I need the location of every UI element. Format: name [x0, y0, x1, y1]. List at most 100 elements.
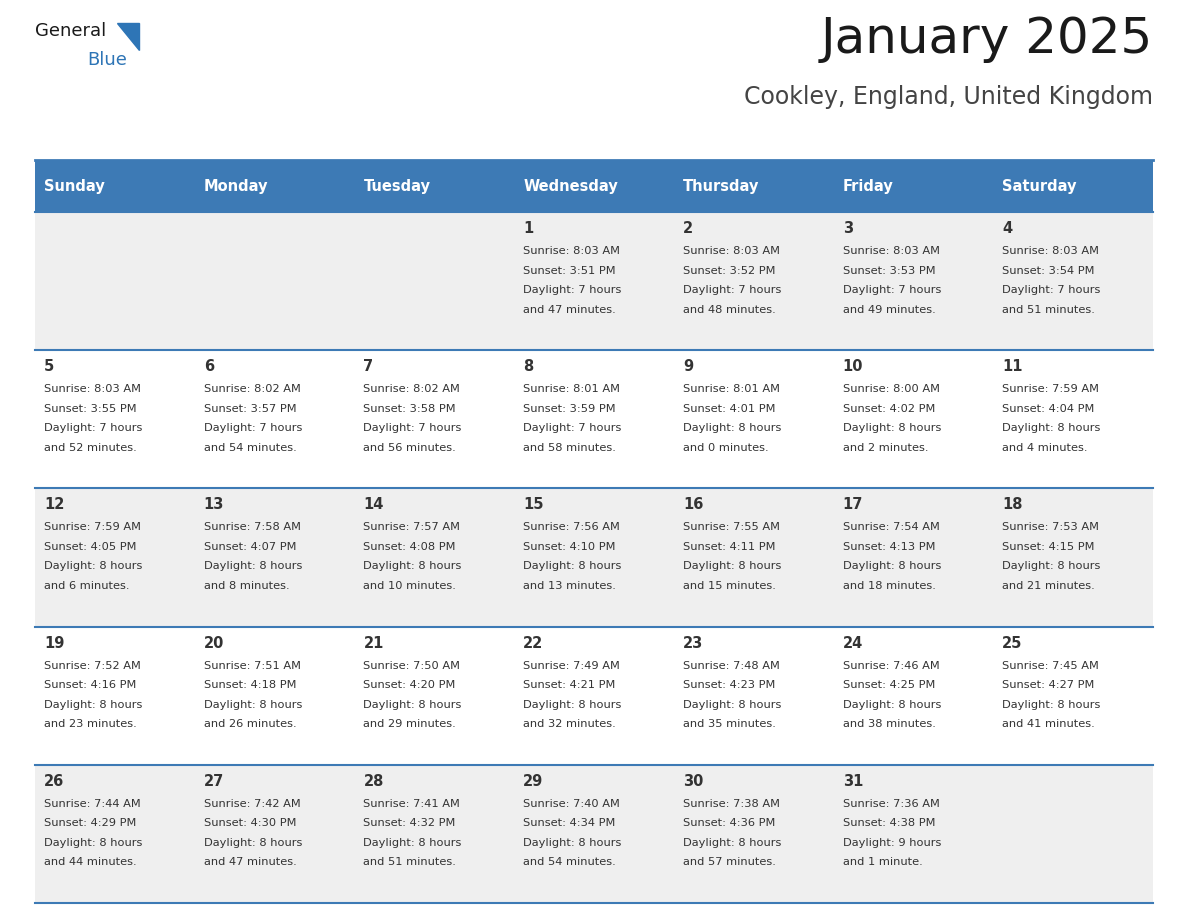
Text: Daylight: 7 hours: Daylight: 7 hours — [44, 423, 143, 433]
Text: 3: 3 — [842, 221, 853, 236]
Text: Sunday: Sunday — [44, 178, 105, 194]
Text: Sunset: 4:02 PM: Sunset: 4:02 PM — [842, 404, 935, 414]
Text: 13: 13 — [203, 498, 225, 512]
Text: Sunset: 4:30 PM: Sunset: 4:30 PM — [203, 818, 296, 828]
Polygon shape — [116, 23, 139, 50]
Text: 31: 31 — [842, 774, 862, 789]
Text: and 48 minutes.: and 48 minutes. — [683, 305, 776, 315]
Text: and 56 minutes.: and 56 minutes. — [364, 442, 456, 453]
Text: and 54 minutes.: and 54 minutes. — [523, 857, 615, 868]
Text: and 6 minutes.: and 6 minutes. — [44, 581, 129, 591]
Text: and 13 minutes.: and 13 minutes. — [523, 581, 617, 591]
Text: Sunset: 4:05 PM: Sunset: 4:05 PM — [44, 542, 137, 552]
Text: 1: 1 — [523, 221, 533, 236]
Text: Daylight: 7 hours: Daylight: 7 hours — [523, 285, 621, 295]
Text: Daylight: 8 hours: Daylight: 8 hours — [1003, 700, 1100, 710]
Text: Daylight: 8 hours: Daylight: 8 hours — [683, 700, 782, 710]
Text: Sunset: 4:23 PM: Sunset: 4:23 PM — [683, 680, 776, 690]
Text: and 35 minutes.: and 35 minutes. — [683, 719, 776, 729]
Text: and 41 minutes.: and 41 minutes. — [1003, 719, 1095, 729]
Text: 18: 18 — [1003, 498, 1023, 512]
Text: Daylight: 8 hours: Daylight: 8 hours — [44, 838, 143, 848]
Bar — [34, 350, 1154, 488]
Text: Daylight: 8 hours: Daylight: 8 hours — [44, 700, 143, 710]
Text: Sunrise: 8:03 AM: Sunrise: 8:03 AM — [1003, 246, 1099, 256]
Text: Daylight: 7 hours: Daylight: 7 hours — [203, 423, 302, 433]
Text: Sunrise: 7:52 AM: Sunrise: 7:52 AM — [44, 661, 141, 671]
Text: Tuesday: Tuesday — [364, 178, 430, 194]
Text: Thursday: Thursday — [683, 178, 759, 194]
Text: and 0 minutes.: and 0 minutes. — [683, 442, 769, 453]
Text: Sunrise: 7:41 AM: Sunrise: 7:41 AM — [364, 799, 460, 809]
Text: Sunset: 4:21 PM: Sunset: 4:21 PM — [523, 680, 615, 690]
Text: Daylight: 8 hours: Daylight: 8 hours — [842, 700, 941, 710]
Text: 29: 29 — [523, 774, 543, 789]
Text: Daylight: 8 hours: Daylight: 8 hours — [203, 562, 302, 571]
Text: Sunrise: 8:03 AM: Sunrise: 8:03 AM — [523, 246, 620, 256]
Text: and 21 minutes.: and 21 minutes. — [1003, 581, 1095, 591]
Text: Sunset: 4:01 PM: Sunset: 4:01 PM — [683, 404, 776, 414]
Text: Sunrise: 7:53 AM: Sunrise: 7:53 AM — [1003, 522, 1099, 532]
Text: 2: 2 — [683, 221, 693, 236]
Text: Sunset: 4:29 PM: Sunset: 4:29 PM — [44, 818, 137, 828]
Text: Daylight: 8 hours: Daylight: 8 hours — [523, 562, 621, 571]
Text: 19: 19 — [44, 635, 64, 651]
Text: Sunset: 4:04 PM: Sunset: 4:04 PM — [1003, 404, 1094, 414]
Bar — [34, 765, 1154, 903]
Text: 12: 12 — [44, 498, 64, 512]
Text: and 10 minutes.: and 10 minutes. — [364, 581, 456, 591]
Text: 11: 11 — [1003, 359, 1023, 375]
Text: Sunset: 3:54 PM: Sunset: 3:54 PM — [1003, 265, 1095, 275]
Text: Sunset: 3:58 PM: Sunset: 3:58 PM — [364, 404, 456, 414]
Text: Sunrise: 7:50 AM: Sunrise: 7:50 AM — [364, 661, 461, 671]
Text: Sunset: 3:53 PM: Sunset: 3:53 PM — [842, 265, 935, 275]
Text: 10: 10 — [842, 359, 862, 375]
Text: 25: 25 — [1003, 635, 1023, 651]
Text: Daylight: 8 hours: Daylight: 8 hours — [364, 562, 462, 571]
Text: Sunset: 4:36 PM: Sunset: 4:36 PM — [683, 818, 776, 828]
Text: Sunrise: 8:01 AM: Sunrise: 8:01 AM — [523, 385, 620, 394]
Text: Sunrise: 7:48 AM: Sunrise: 7:48 AM — [683, 661, 779, 671]
Text: Sunrise: 7:59 AM: Sunrise: 7:59 AM — [1003, 385, 1099, 394]
Text: 7: 7 — [364, 359, 373, 375]
Text: Sunset: 4:07 PM: Sunset: 4:07 PM — [203, 542, 296, 552]
Text: 21: 21 — [364, 635, 384, 651]
Text: Daylight: 7 hours: Daylight: 7 hours — [364, 423, 462, 433]
Text: Sunrise: 7:58 AM: Sunrise: 7:58 AM — [203, 522, 301, 532]
Text: 14: 14 — [364, 498, 384, 512]
Text: Sunrise: 7:59 AM: Sunrise: 7:59 AM — [44, 522, 141, 532]
Text: and 18 minutes.: and 18 minutes. — [842, 581, 935, 591]
Text: Sunrise: 7:56 AM: Sunrise: 7:56 AM — [523, 522, 620, 532]
Text: Daylight: 7 hours: Daylight: 7 hours — [523, 423, 621, 433]
Text: Daylight: 8 hours: Daylight: 8 hours — [1003, 562, 1100, 571]
Text: Sunrise: 8:03 AM: Sunrise: 8:03 AM — [842, 246, 940, 256]
Text: Daylight: 8 hours: Daylight: 8 hours — [842, 423, 941, 433]
Bar — [34, 627, 1154, 765]
Text: Sunrise: 8:03 AM: Sunrise: 8:03 AM — [683, 246, 779, 256]
Text: 30: 30 — [683, 774, 703, 789]
Text: Sunset: 4:18 PM: Sunset: 4:18 PM — [203, 680, 296, 690]
Text: and 38 minutes.: and 38 minutes. — [842, 719, 935, 729]
Text: Sunset: 4:32 PM: Sunset: 4:32 PM — [364, 818, 456, 828]
Text: 16: 16 — [683, 498, 703, 512]
Text: Blue: Blue — [87, 51, 127, 69]
Text: and 4 minutes.: and 4 minutes. — [1003, 442, 1088, 453]
Text: Sunset: 3:59 PM: Sunset: 3:59 PM — [523, 404, 615, 414]
Text: Sunset: 4:20 PM: Sunset: 4:20 PM — [364, 680, 456, 690]
Text: Sunrise: 7:40 AM: Sunrise: 7:40 AM — [523, 799, 620, 809]
Text: and 52 minutes.: and 52 minutes. — [44, 442, 137, 453]
Text: 9: 9 — [683, 359, 693, 375]
Text: Daylight: 8 hours: Daylight: 8 hours — [683, 423, 782, 433]
Text: Monday: Monday — [203, 178, 268, 194]
Text: and 51 minutes.: and 51 minutes. — [1003, 305, 1095, 315]
Text: 17: 17 — [842, 498, 862, 512]
Text: Sunset: 3:57 PM: Sunset: 3:57 PM — [203, 404, 296, 414]
Text: Sunset: 4:34 PM: Sunset: 4:34 PM — [523, 818, 615, 828]
Text: and 49 minutes.: and 49 minutes. — [842, 305, 935, 315]
Text: and 47 minutes.: and 47 minutes. — [523, 305, 615, 315]
Text: and 51 minutes.: and 51 minutes. — [364, 857, 456, 868]
Text: Daylight: 8 hours: Daylight: 8 hours — [203, 838, 302, 848]
Text: and 1 minute.: and 1 minute. — [842, 857, 922, 868]
Text: General: General — [34, 22, 106, 40]
Text: Sunrise: 7:45 AM: Sunrise: 7:45 AM — [1003, 661, 1099, 671]
